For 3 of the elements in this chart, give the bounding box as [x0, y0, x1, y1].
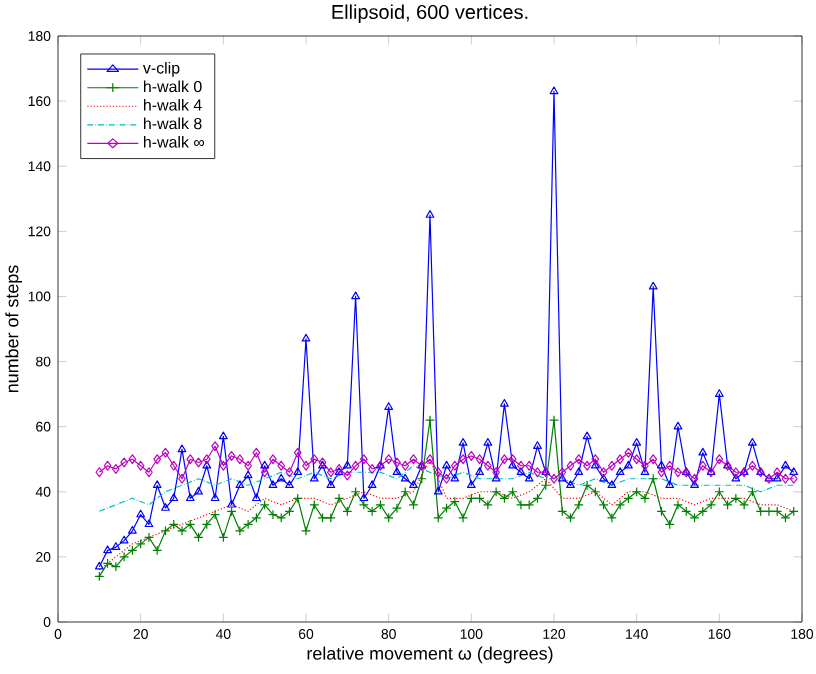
y-axis-title: number of steps	[5, 265, 22, 393]
chart-title: Ellipsoid, 600 vertices.	[332, 4, 528, 23]
x-axis-title: relative movement ω (degrees)	[307, 646, 553, 664]
